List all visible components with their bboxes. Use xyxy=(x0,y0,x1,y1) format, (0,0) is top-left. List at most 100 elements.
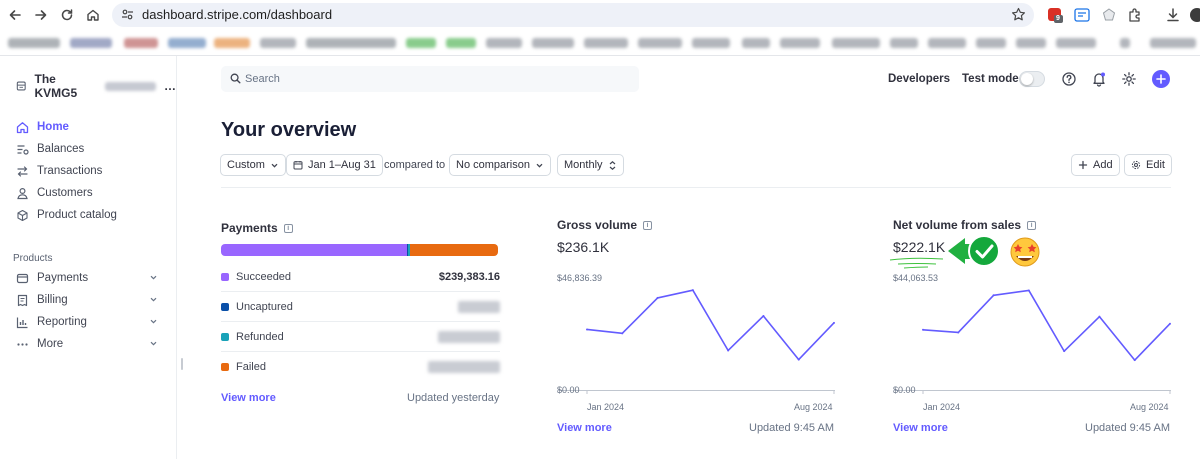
bookmark-item[interactable] xyxy=(532,38,574,48)
bookmark-item[interactable] xyxy=(486,38,522,48)
sidebar-item-transactions[interactable]: Transactions xyxy=(16,161,166,181)
account-name: The KVMG5 xyxy=(34,72,78,100)
extension-blue-icon[interactable] xyxy=(1074,7,1090,23)
payments-view-more-link[interactable]: View more xyxy=(221,392,276,404)
payments-breakdown-bar xyxy=(221,244,498,256)
bookmark-item[interactable] xyxy=(692,38,730,48)
sidebar-item-label: Customers xyxy=(37,187,93,199)
bookmark-item[interactable] xyxy=(890,38,918,48)
notifications-bell-icon[interactable] xyxy=(1091,71,1107,87)
bookmark-item[interactable] xyxy=(446,38,476,48)
info-icon[interactable]: i xyxy=(1027,220,1037,230)
forward-arrow-icon[interactable] xyxy=(32,6,50,24)
store-icon xyxy=(16,81,26,91)
search-input[interactable]: Search xyxy=(221,66,639,92)
bookmark-star-icon[interactable] xyxy=(1011,7,1026,22)
date-range-picker[interactable]: Jan 1–Aug 31 xyxy=(286,154,383,176)
bookmark-item[interactable] xyxy=(306,38,396,48)
sidebar-item-more[interactable]: More xyxy=(16,334,166,354)
interval-select[interactable]: Monthly xyxy=(557,154,624,176)
payments-legend-uncaptured[interactable]: Uncaptured xyxy=(221,292,500,322)
payments-card-title: Payments i xyxy=(221,221,293,235)
data-point-4 xyxy=(727,349,730,352)
bookmark-item[interactable] xyxy=(406,38,436,48)
net-updated-text: Updated 9:45 AM xyxy=(1085,422,1171,434)
settings-gear-icon[interactable] xyxy=(1121,71,1137,87)
reload-icon[interactable] xyxy=(58,6,76,24)
interval-label: Monthly xyxy=(564,159,603,171)
sidebar-item-payments[interactable]: Payments xyxy=(16,268,166,288)
toggle-knob xyxy=(1021,73,1033,85)
chevron-down-icon[interactable] xyxy=(149,273,158,282)
net-view-more-link[interactable]: View more xyxy=(893,422,948,434)
comparison-select[interactable]: No comparison xyxy=(449,154,551,176)
create-plus-button[interactable] xyxy=(1152,70,1170,88)
net-volume-chart[interactable] xyxy=(893,283,1173,413)
bookmark-item[interactable] xyxy=(780,38,820,48)
site-settings-icon[interactable] xyxy=(121,8,134,21)
plus-icon xyxy=(1156,74,1166,84)
bookmark-item[interactable] xyxy=(832,38,880,48)
bookmark-item[interactable] xyxy=(742,38,770,48)
account-switcher[interactable]: The KVMG5 … xyxy=(16,72,176,100)
bookmark-item[interactable] xyxy=(168,38,206,48)
address-bar[interactable]: dashboard.stripe.com/dashboard xyxy=(112,3,1034,27)
help-icon[interactable] xyxy=(1061,71,1077,87)
sidebar-item-product-catalog[interactable]: Product catalog xyxy=(16,205,166,225)
bookmark-item[interactable] xyxy=(214,38,250,48)
bookmark-item[interactable] xyxy=(70,38,112,48)
bookmark-item[interactable] xyxy=(928,38,966,48)
bookmark-item[interactable] xyxy=(1056,38,1096,48)
sidebar-section-products: Products xyxy=(13,253,53,264)
sidebar-item-billing[interactable]: Billing xyxy=(16,290,166,310)
bookmark-item[interactable] xyxy=(1016,38,1046,48)
calendar-icon xyxy=(293,161,303,170)
data-point-1 xyxy=(957,331,960,334)
bookmark-item[interactable] xyxy=(260,38,296,48)
gross-max-label: $46,836.39 xyxy=(557,273,603,283)
comparison-label: No comparison xyxy=(456,159,530,171)
chevron-down-icon[interactable] xyxy=(149,317,158,326)
gross-volume-chart[interactable] xyxy=(557,283,837,413)
series-line xyxy=(922,289,1171,361)
sidebar-item-balances[interactable]: Balances xyxy=(16,139,166,159)
chevron-down-icon[interactable] xyxy=(149,339,158,348)
bookmark-item[interactable] xyxy=(584,38,628,48)
extension-red-icon[interactable]: 9 xyxy=(1047,7,1063,23)
sidebar-item-customers[interactable]: Customers xyxy=(16,183,166,203)
bookmark-item[interactable] xyxy=(1120,38,1130,48)
back-arrow-icon[interactable] xyxy=(6,6,24,24)
bookmark-item[interactable] xyxy=(638,38,682,48)
test-mode-toggle[interactable] xyxy=(1019,71,1045,87)
payments-legend-succeeded[interactable]: Succeeded $239,383.16 xyxy=(221,262,500,292)
chevron-down-icon[interactable] xyxy=(149,295,158,304)
home-browser-icon[interactable] xyxy=(84,6,102,24)
data-point-5 xyxy=(762,314,765,317)
bookmark-item[interactable] xyxy=(8,38,60,48)
info-icon[interactable]: i xyxy=(643,220,653,230)
payments-legend-failed[interactable]: Failed xyxy=(221,352,500,382)
payments-updated-text: Updated yesterday xyxy=(407,392,500,404)
extension-gray-icon[interactable] xyxy=(1101,7,1117,23)
info-icon[interactable]: i xyxy=(283,223,293,233)
reporting-icon xyxy=(16,317,28,328)
search-placeholder: Search xyxy=(245,73,280,85)
download-icon[interactable] xyxy=(1165,7,1181,23)
add-widget-button[interactable]: Add xyxy=(1071,154,1120,176)
bookmark-item[interactable] xyxy=(1150,38,1196,48)
profile-avatar[interactable] xyxy=(1189,7,1200,23)
bookmark-item[interactable] xyxy=(124,38,158,48)
sidebar-item-home[interactable]: Home xyxy=(16,117,166,137)
edit-widgets-button[interactable]: Edit xyxy=(1124,154,1172,176)
series-line xyxy=(586,289,835,361)
extensions-puzzle-icon[interactable] xyxy=(1127,7,1143,23)
payments-legend-refunded[interactable]: Refunded xyxy=(221,322,500,352)
gross-view-more-link[interactable]: View more xyxy=(557,422,612,434)
sidebar-resize-handle[interactable] xyxy=(181,358,183,370)
range-type-select[interactable]: Custom xyxy=(220,154,286,176)
data-point-7 xyxy=(833,321,835,324)
bookmark-item[interactable] xyxy=(976,38,1006,48)
sidebar-item-reporting[interactable]: Reporting xyxy=(16,312,166,332)
net-max-label: $44,063.53 xyxy=(893,273,939,283)
developers-link[interactable]: Developers xyxy=(888,73,951,85)
